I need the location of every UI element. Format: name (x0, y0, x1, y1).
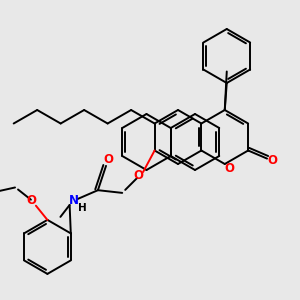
Text: O: O (103, 153, 113, 167)
Text: H: H (78, 203, 87, 213)
Text: O: O (26, 194, 36, 207)
Text: N: N (69, 194, 79, 208)
Text: O: O (267, 154, 277, 167)
Text: O: O (133, 169, 143, 182)
Text: O: O (225, 161, 235, 175)
